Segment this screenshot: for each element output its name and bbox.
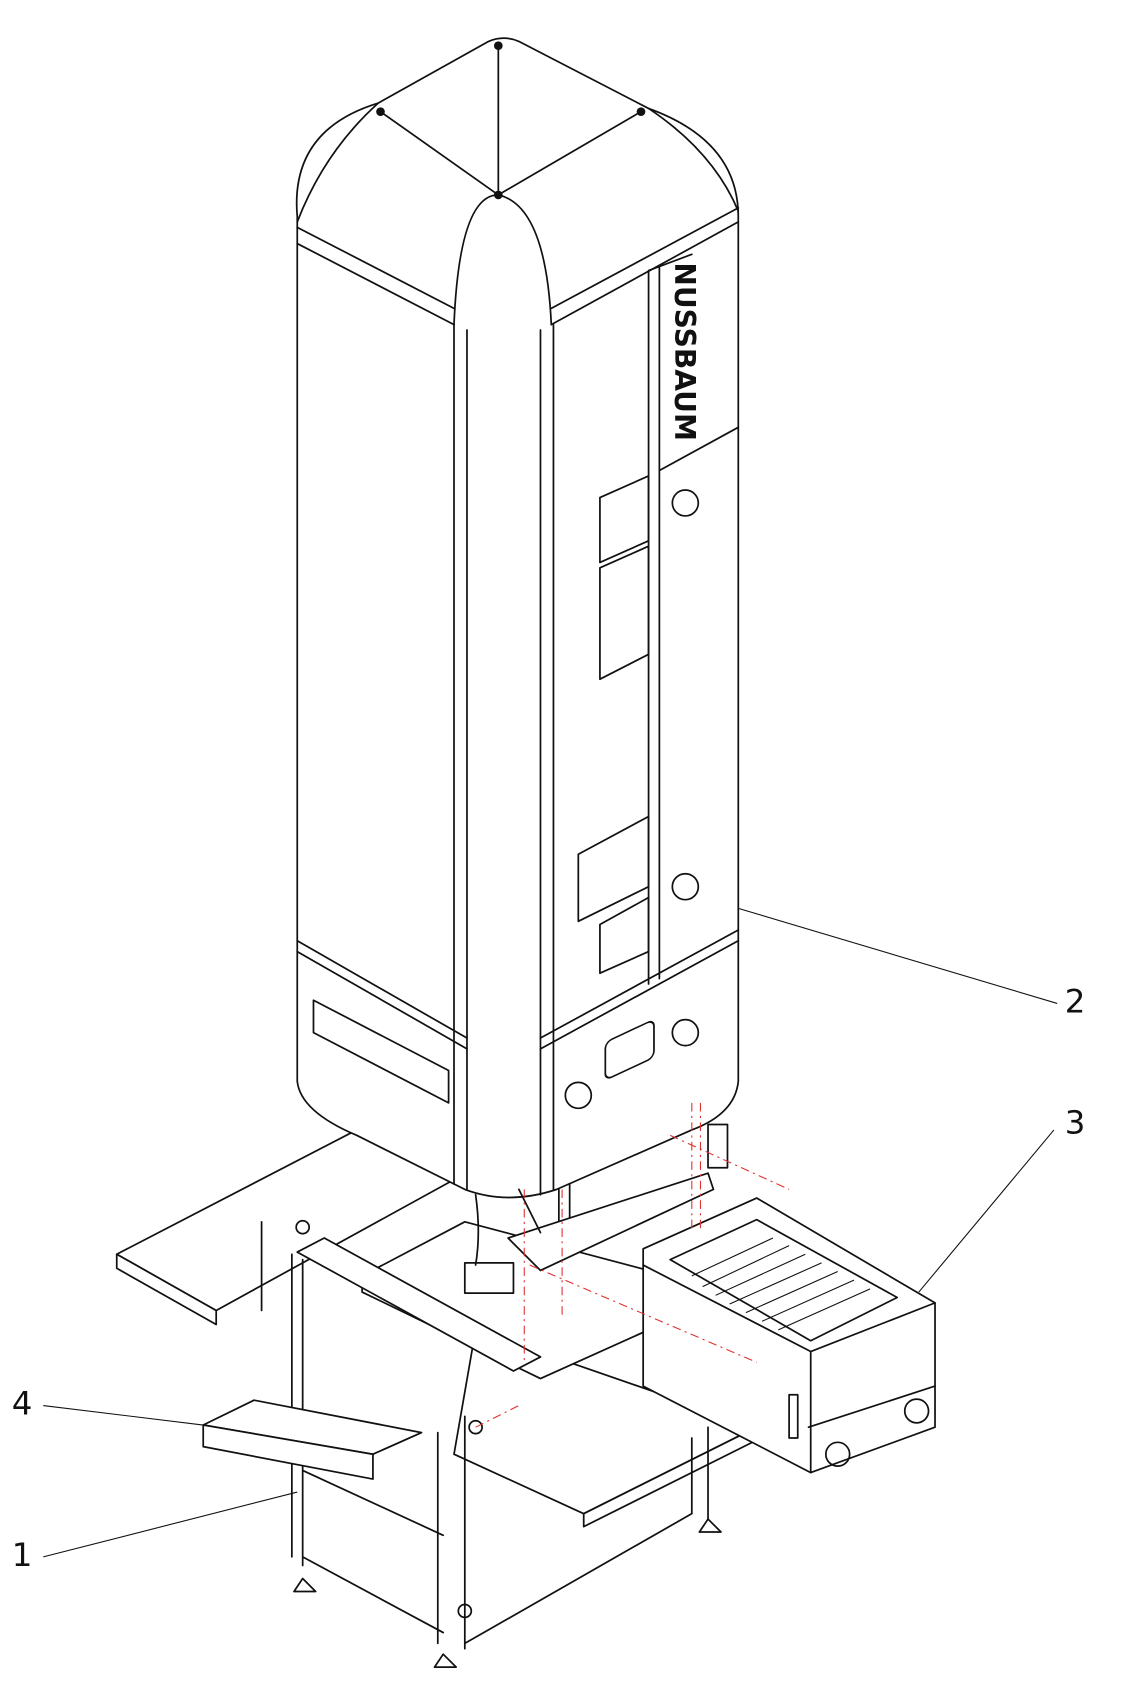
tower: NUSSBAUM [295,37,740,1266]
callouts: 1 2 3 4 [12,907,1086,1574]
callout-label: 3 [1065,1104,1086,1142]
center-lines [475,1102,790,1428]
tray-unit [642,1197,936,1474]
brand-label: NUSSBAUM [668,262,701,441]
callout-label: 1 [12,1536,33,1574]
table-frame [115,1123,758,1669]
callout-label: 4 [12,1385,33,1423]
callout-label: 2 [1065,982,1086,1020]
